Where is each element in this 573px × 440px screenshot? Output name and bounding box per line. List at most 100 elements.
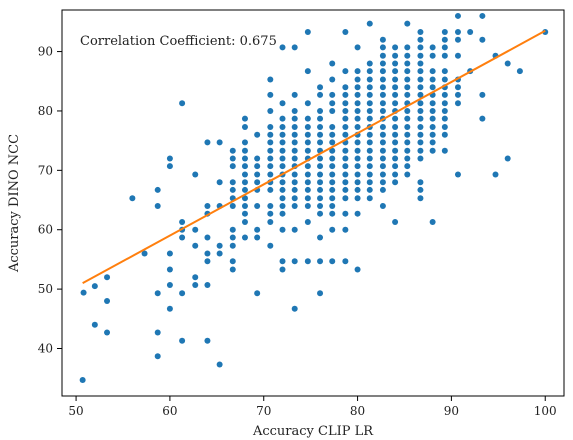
data-point (392, 44, 399, 51)
data-point (404, 131, 411, 138)
data-point (304, 100, 311, 107)
data-point (404, 91, 411, 98)
data-point (379, 100, 386, 107)
data-point (366, 100, 373, 107)
data-point (241, 147, 248, 154)
data-point (342, 163, 349, 170)
data-point (417, 195, 424, 202)
data-point (204, 337, 211, 344)
data-point (317, 210, 324, 217)
data-point (166, 281, 173, 288)
data-point (317, 91, 324, 98)
data-point (317, 139, 324, 146)
data-point (317, 115, 324, 122)
data-point (454, 36, 461, 43)
data-point (317, 123, 324, 130)
data-point (304, 163, 311, 170)
data-point (342, 186, 349, 193)
data-point (241, 115, 248, 122)
data-point (166, 250, 173, 257)
data-point (241, 195, 248, 202)
y-tick-label: 60 (38, 223, 53, 237)
data-point (279, 155, 286, 162)
fit-line-layer (82, 29, 546, 285)
data-point (479, 36, 486, 43)
data-point (392, 179, 399, 186)
data-point (429, 147, 436, 154)
plot-frame (61, 9, 565, 397)
data-point (304, 68, 311, 75)
data-point (342, 195, 349, 202)
data-point (154, 329, 161, 336)
data-point (441, 107, 448, 114)
data-point (254, 290, 261, 297)
data-point (417, 147, 424, 154)
data-point (354, 123, 361, 130)
data-point (329, 91, 336, 98)
y-tick-label: 90 (38, 45, 53, 59)
data-point (504, 155, 511, 162)
data-point (366, 68, 373, 75)
data-point (379, 36, 386, 43)
data-point (417, 131, 424, 138)
data-point (417, 44, 424, 51)
data-point (279, 258, 286, 265)
data-point (417, 28, 424, 35)
x-axis-label: Accuracy CLIP LR (252, 424, 374, 439)
data-point (329, 76, 336, 83)
data-point (441, 91, 448, 98)
data-point (317, 155, 324, 162)
data-point (204, 234, 211, 241)
data-point (354, 179, 361, 186)
data-point (429, 131, 436, 138)
data-point (354, 195, 361, 202)
data-point (154, 290, 161, 297)
data-point (392, 155, 399, 162)
data-point (366, 147, 373, 154)
data-point (379, 186, 386, 193)
data-point (454, 91, 461, 98)
data-point (441, 147, 448, 154)
data-point (404, 107, 411, 114)
data-point (429, 68, 436, 75)
data-point (379, 163, 386, 170)
data-point (366, 179, 373, 186)
data-point (342, 123, 349, 130)
data-point (417, 52, 424, 59)
data-point (454, 171, 461, 178)
data-point (392, 68, 399, 75)
data-point (267, 131, 274, 138)
data-point (329, 195, 336, 202)
data-point (404, 163, 411, 170)
data-point (267, 210, 274, 217)
data-point (342, 226, 349, 233)
data-point (354, 147, 361, 154)
data-point (304, 171, 311, 178)
data-point (241, 186, 248, 193)
x-tick-label: 90 (444, 404, 459, 418)
data-point (291, 258, 298, 265)
data-point (342, 91, 349, 98)
data-point (417, 60, 424, 67)
data-point (254, 179, 261, 186)
data-point (366, 186, 373, 193)
data-point (329, 202, 336, 209)
data-point (417, 68, 424, 75)
data-point (454, 12, 461, 19)
data-point (429, 100, 436, 107)
x-tick-label: 60 (162, 404, 177, 418)
data-point (366, 195, 373, 202)
data-point (329, 139, 336, 146)
data-point (379, 131, 386, 138)
data-point (479, 115, 486, 122)
data-point (154, 353, 161, 360)
data-point (216, 139, 223, 146)
data-point (404, 44, 411, 51)
data-point (279, 100, 286, 107)
data-point (417, 36, 424, 43)
data-point (179, 290, 186, 297)
data-point (366, 139, 373, 146)
data-point (267, 107, 274, 114)
data-point (392, 91, 399, 98)
data-point (354, 68, 361, 75)
